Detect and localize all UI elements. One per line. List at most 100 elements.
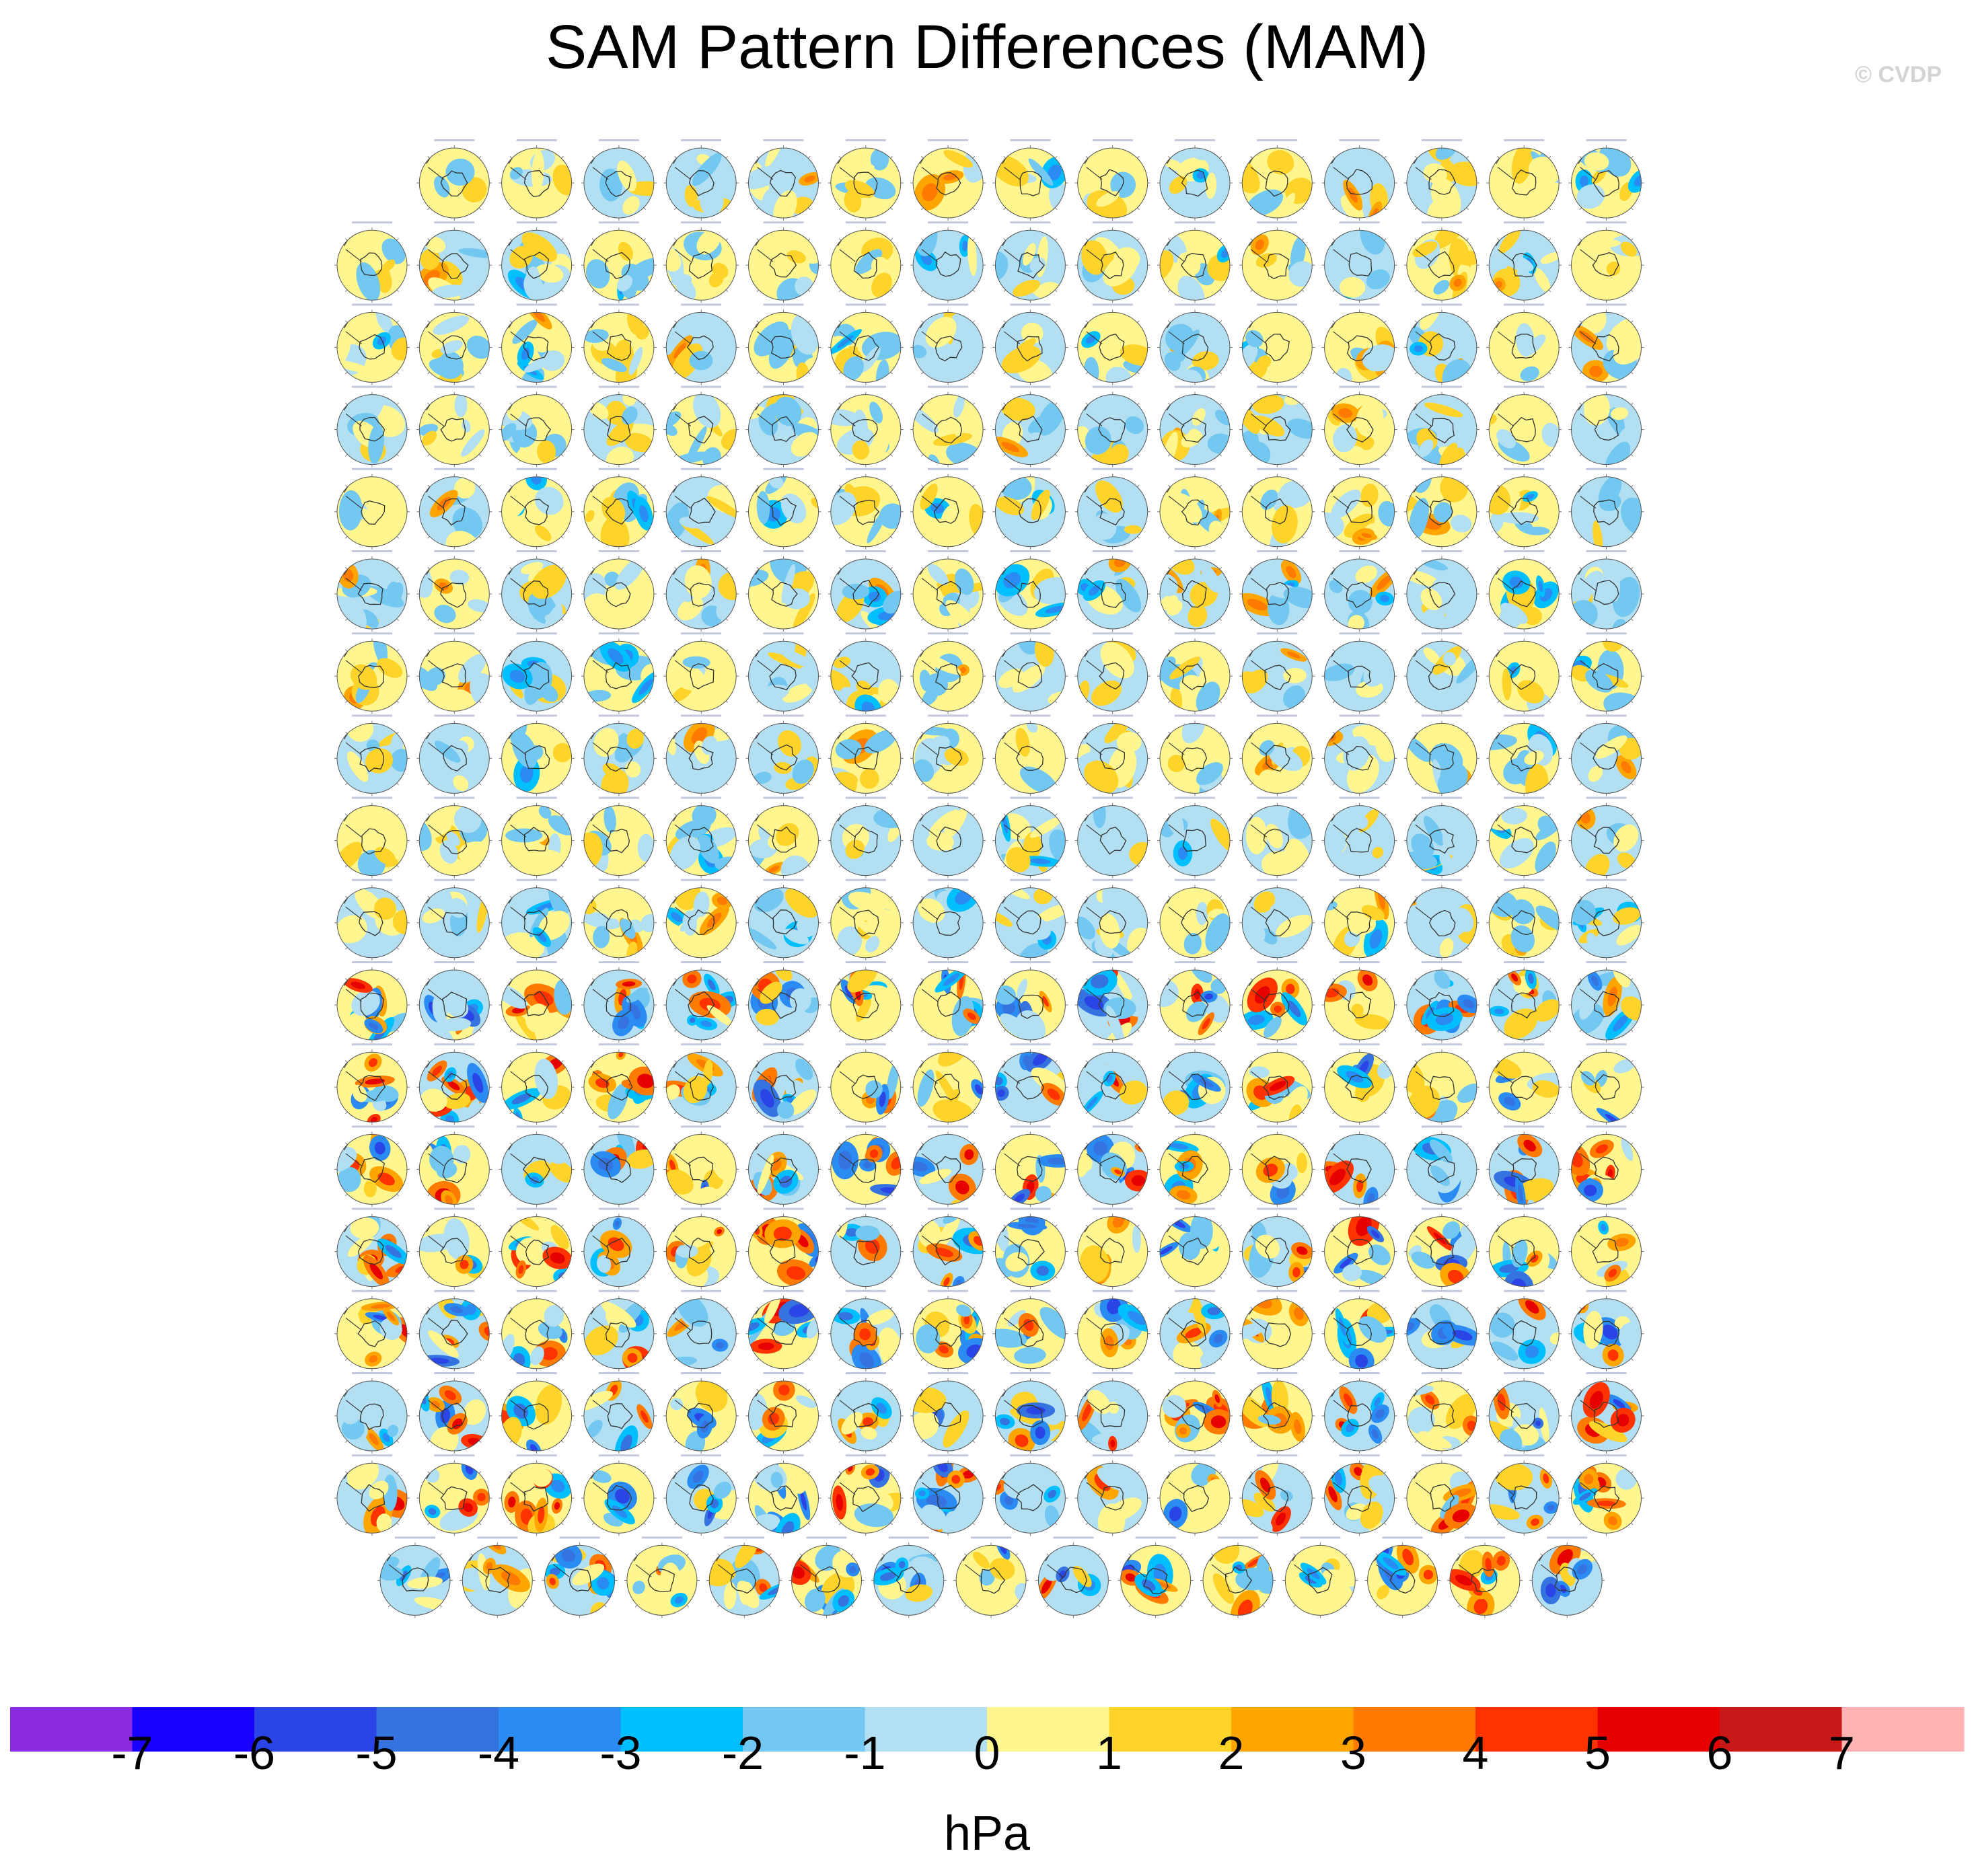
panel-caption: [928, 221, 969, 224]
longitude-tick: [807, 1224, 811, 1228]
longitude-tick: [890, 618, 893, 621]
panel-caption: [1586, 632, 1627, 635]
panel-caption: [434, 221, 475, 224]
longitude-tick: [1466, 813, 1469, 817]
longitude-tick: [674, 895, 677, 899]
panel-caption: [1010, 303, 1051, 306]
longitude-tick: [1085, 156, 1089, 159]
map-panel: [1239, 139, 1315, 221]
longitude-tick: [756, 371, 760, 375]
panel-caption: [1010, 550, 1051, 552]
map-panel: [910, 550, 986, 632]
map-panel: [910, 139, 986, 221]
map-panel: [581, 221, 657, 303]
longitude-tick: [1332, 536, 1336, 539]
panel-caption: [352, 714, 392, 717]
longitude-tick: [1054, 1193, 1058, 1197]
map-panel: [1239, 550, 1315, 632]
longitude-tick: [1332, 1060, 1336, 1063]
longitude-tick: [756, 618, 760, 621]
longitude-tick: [1548, 536, 1551, 539]
longitude-tick: [1384, 207, 1387, 210]
longitude-tick: [1137, 320, 1140, 323]
longitude-tick: [921, 1029, 924, 1032]
map-anomaly: [1124, 525, 1142, 534]
longitude-tick: [478, 947, 482, 950]
longitude-tick: [1630, 731, 1634, 734]
longitude-tick: [1332, 649, 1336, 652]
longitude-tick: [427, 1029, 430, 1032]
map-anomaly: [844, 190, 862, 213]
panel-caption: [1010, 796, 1051, 799]
longitude-tick: [674, 1111, 677, 1115]
panel-caption: [434, 550, 475, 552]
longitude-tick: [1384, 700, 1387, 704]
longitude-tick: [1497, 947, 1500, 950]
panel-caption: [1257, 1043, 1298, 1046]
map-anomaly: [1512, 184, 1526, 200]
longitude-tick: [1579, 454, 1582, 457]
longitude-tick: [1054, 895, 1058, 899]
longitude-tick: [643, 156, 646, 159]
longitude-tick: [921, 536, 924, 539]
longitude-tick: [1630, 1111, 1634, 1115]
longitude-tick: [345, 454, 348, 457]
longitude-tick: [1384, 567, 1387, 570]
longitude-tick: [756, 731, 760, 734]
panel-caption: [681, 467, 722, 470]
longitude-tick: [1466, 731, 1469, 734]
map-panel: [581, 961, 657, 1043]
longitude-tick: [1137, 289, 1140, 293]
longitude-tick: [725, 978, 729, 981]
map-anomaly: [535, 264, 564, 283]
longitude-tick: [1003, 156, 1006, 159]
longitude-tick: [972, 618, 976, 621]
map-panel: [416, 714, 492, 796]
longitude-tick: [643, 536, 646, 539]
longitude-tick: [1250, 1111, 1253, 1115]
longitude-tick: [725, 567, 729, 570]
longitude-tick: [1250, 484, 1253, 488]
map-panel: [1321, 221, 1397, 303]
coastline: [442, 335, 467, 360]
map-anomaly: [1165, 324, 1195, 352]
longitude-tick: [674, 731, 677, 734]
longitude-tick: [890, 156, 893, 159]
longitude-tick: [1332, 484, 1336, 488]
panel-caption: [763, 878, 804, 881]
map-panel: [663, 1125, 739, 1207]
longitude-tick: [674, 649, 677, 652]
map-panel: [745, 632, 821, 714]
longitude-tick: [725, 156, 729, 159]
longitude-tick: [1466, 865, 1469, 868]
longitude-tick: [591, 782, 595, 786]
map-anomaly: [1489, 414, 1497, 425]
longitude-tick: [1219, 156, 1222, 159]
map-anomaly-core: [1001, 441, 1019, 453]
panel-caption: [1175, 878, 1215, 881]
map-panel: [992, 139, 1068, 221]
map-anomaly: [601, 358, 627, 373]
longitude-tick: [1137, 618, 1140, 621]
map-anomaly: [1214, 410, 1230, 426]
panel-caption: [598, 303, 639, 306]
longitude-tick: [1332, 1029, 1336, 1032]
map-anomaly: [1520, 366, 1539, 381]
longitude-tick: [1332, 865, 1336, 868]
longitude-tick: [643, 1111, 646, 1115]
panel-caption: [1175, 221, 1215, 224]
longitude-tick: [509, 1060, 513, 1063]
map-anomaly: [462, 177, 487, 203]
longitude-tick: [838, 731, 842, 734]
panel-caption: [1586, 714, 1627, 717]
longitude-tick: [1414, 813, 1418, 817]
panel-caption: [1257, 139, 1298, 141]
longitude-tick: [1579, 1111, 1582, 1115]
longitude-tick: [1414, 978, 1418, 981]
map-anomaly: [622, 406, 638, 425]
longitude-tick: [561, 1276, 564, 1279]
longitude-tick: [972, 536, 976, 539]
map-panel: [499, 878, 575, 961]
map-panel: [992, 1207, 1068, 1289]
longitude-tick: [643, 454, 646, 457]
